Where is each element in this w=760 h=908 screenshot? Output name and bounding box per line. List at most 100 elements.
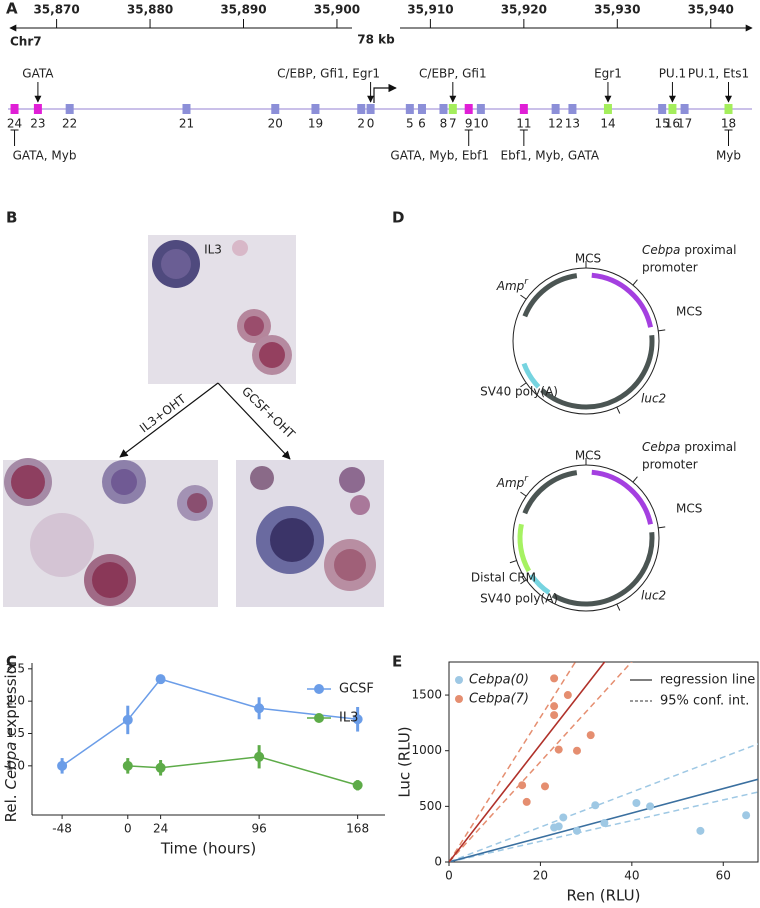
sv40-segment — [521, 362, 541, 389]
amp-segment — [522, 470, 578, 515]
data-point — [646, 802, 655, 811]
data-point — [600, 819, 609, 828]
data-point — [254, 703, 265, 714]
data-point — [540, 782, 549, 791]
x-axis-label: Ren (RLU) — [567, 887, 641, 905]
data-point — [550, 674, 559, 683]
element-box — [33, 104, 42, 114]
leader — [658, 329, 666, 332]
tf-annotation: C/EBP, Gfi1 — [419, 67, 487, 81]
regression-line — [449, 662, 606, 862]
leader — [658, 526, 666, 529]
leader — [616, 406, 621, 414]
data-point — [122, 760, 133, 771]
label-part: proximal — [684, 243, 736, 257]
element-label: 2 — [357, 117, 365, 131]
element-box — [311, 104, 320, 114]
element-label: 24 — [7, 117, 22, 131]
micrograph — [3, 458, 218, 607]
element-box — [551, 104, 560, 114]
panel-label: B — [6, 209, 17, 227]
tick-label: 35,900 — [314, 3, 360, 17]
data-point — [554, 822, 563, 831]
condition-label: GCSF+OHT — [239, 384, 298, 442]
element-label: 15 — [655, 117, 670, 131]
y-tick-label: 1000 — [411, 743, 442, 757]
tf-annotation: PU.1 — [659, 67, 686, 81]
element-box — [271, 104, 280, 114]
data-point — [550, 711, 559, 720]
data-point — [518, 781, 527, 790]
series-line — [61, 678, 358, 767]
plasmid-label: MCS — [575, 449, 601, 463]
element-box — [357, 104, 366, 114]
tf-annotation: PU.1, Ets1 — [688, 67, 749, 81]
element-box — [603, 104, 612, 114]
legend-label: GCSF — [339, 682, 374, 697]
promoter-segment — [591, 272, 654, 328]
x-tick-label: 60 — [716, 869, 731, 883]
plasmid-label: luc2 — [641, 392, 666, 406]
leader — [520, 294, 527, 300]
micrograph — [148, 235, 296, 384]
legend-label: Cebpa(7) — [469, 692, 529, 707]
leader — [616, 603, 621, 611]
micrograph — [236, 460, 384, 607]
plasmid-label: MCS — [676, 502, 702, 516]
element-label: 19 — [308, 117, 323, 131]
x-tick-label: 40 — [624, 869, 639, 883]
element-box — [668, 104, 677, 114]
tf-annotation: GATA — [22, 67, 54, 81]
label-part: Rel. — [2, 794, 20, 822]
element-box — [724, 104, 733, 114]
plasmid-label: MCS — [575, 252, 601, 266]
tick-label: 35,920 — [501, 3, 547, 17]
element-label: 13 — [565, 117, 580, 131]
plasmid-label: Cebpa proximal — [642, 243, 736, 257]
plasmid-label: SV40 poly(A) — [480, 592, 558, 606]
element-box — [464, 104, 473, 114]
data-point — [586, 731, 595, 740]
label-part: Cebpa — [642, 243, 680, 257]
element-box — [366, 104, 375, 114]
data-point — [352, 714, 363, 725]
element-label: 23 — [30, 117, 45, 131]
element-box — [658, 104, 667, 114]
plasmid: MCS Ampr Cebpa proximal promoter MCS luc2 SV40 … — [471, 440, 736, 612]
element-label: 18 — [721, 117, 736, 131]
x-tick-label: -48 — [52, 822, 72, 836]
y-tick-label: 1.5 — [6, 726, 25, 740]
element-box — [65, 104, 74, 114]
series-line — [127, 756, 358, 786]
data-point — [554, 745, 563, 754]
legend-label: Cebpa(0) — [469, 673, 529, 688]
element-label: 10 — [473, 117, 488, 131]
data-point — [550, 702, 559, 711]
data-point — [155, 762, 166, 773]
y-tick-label: 1.0 — [6, 758, 25, 772]
tick-label: 35,890 — [220, 3, 266, 17]
x-tick-label: 0 — [124, 822, 132, 836]
legend-label: IL3 — [339, 711, 358, 726]
element-label: 6 — [418, 117, 426, 131]
arrow — [217, 382, 291, 460]
tf-annotation: GATA, Myb, Ebf1 — [390, 149, 489, 163]
data-point — [522, 797, 531, 806]
tss-arrow — [373, 83, 397, 103]
element-box — [680, 104, 689, 114]
label-part: proximal — [684, 440, 736, 454]
y-tick-label: 500 — [419, 799, 442, 813]
plasmid-label: Distal CRM — [471, 571, 536, 585]
tf-annotation: Ebf1, Myb, GATA — [501, 149, 600, 163]
legend-swatch — [314, 684, 324, 694]
element-label: 16 — [665, 117, 680, 131]
element-box — [519, 104, 528, 114]
plasmid-label: promoter — [642, 458, 698, 472]
sv40-segment — [529, 573, 551, 595]
plasmid-label: MCS — [676, 305, 702, 319]
ci-line — [449, 791, 758, 862]
promoter-segment — [591, 469, 654, 525]
element-label: 14 — [600, 117, 615, 131]
x-tick-label: 168 — [346, 822, 369, 836]
